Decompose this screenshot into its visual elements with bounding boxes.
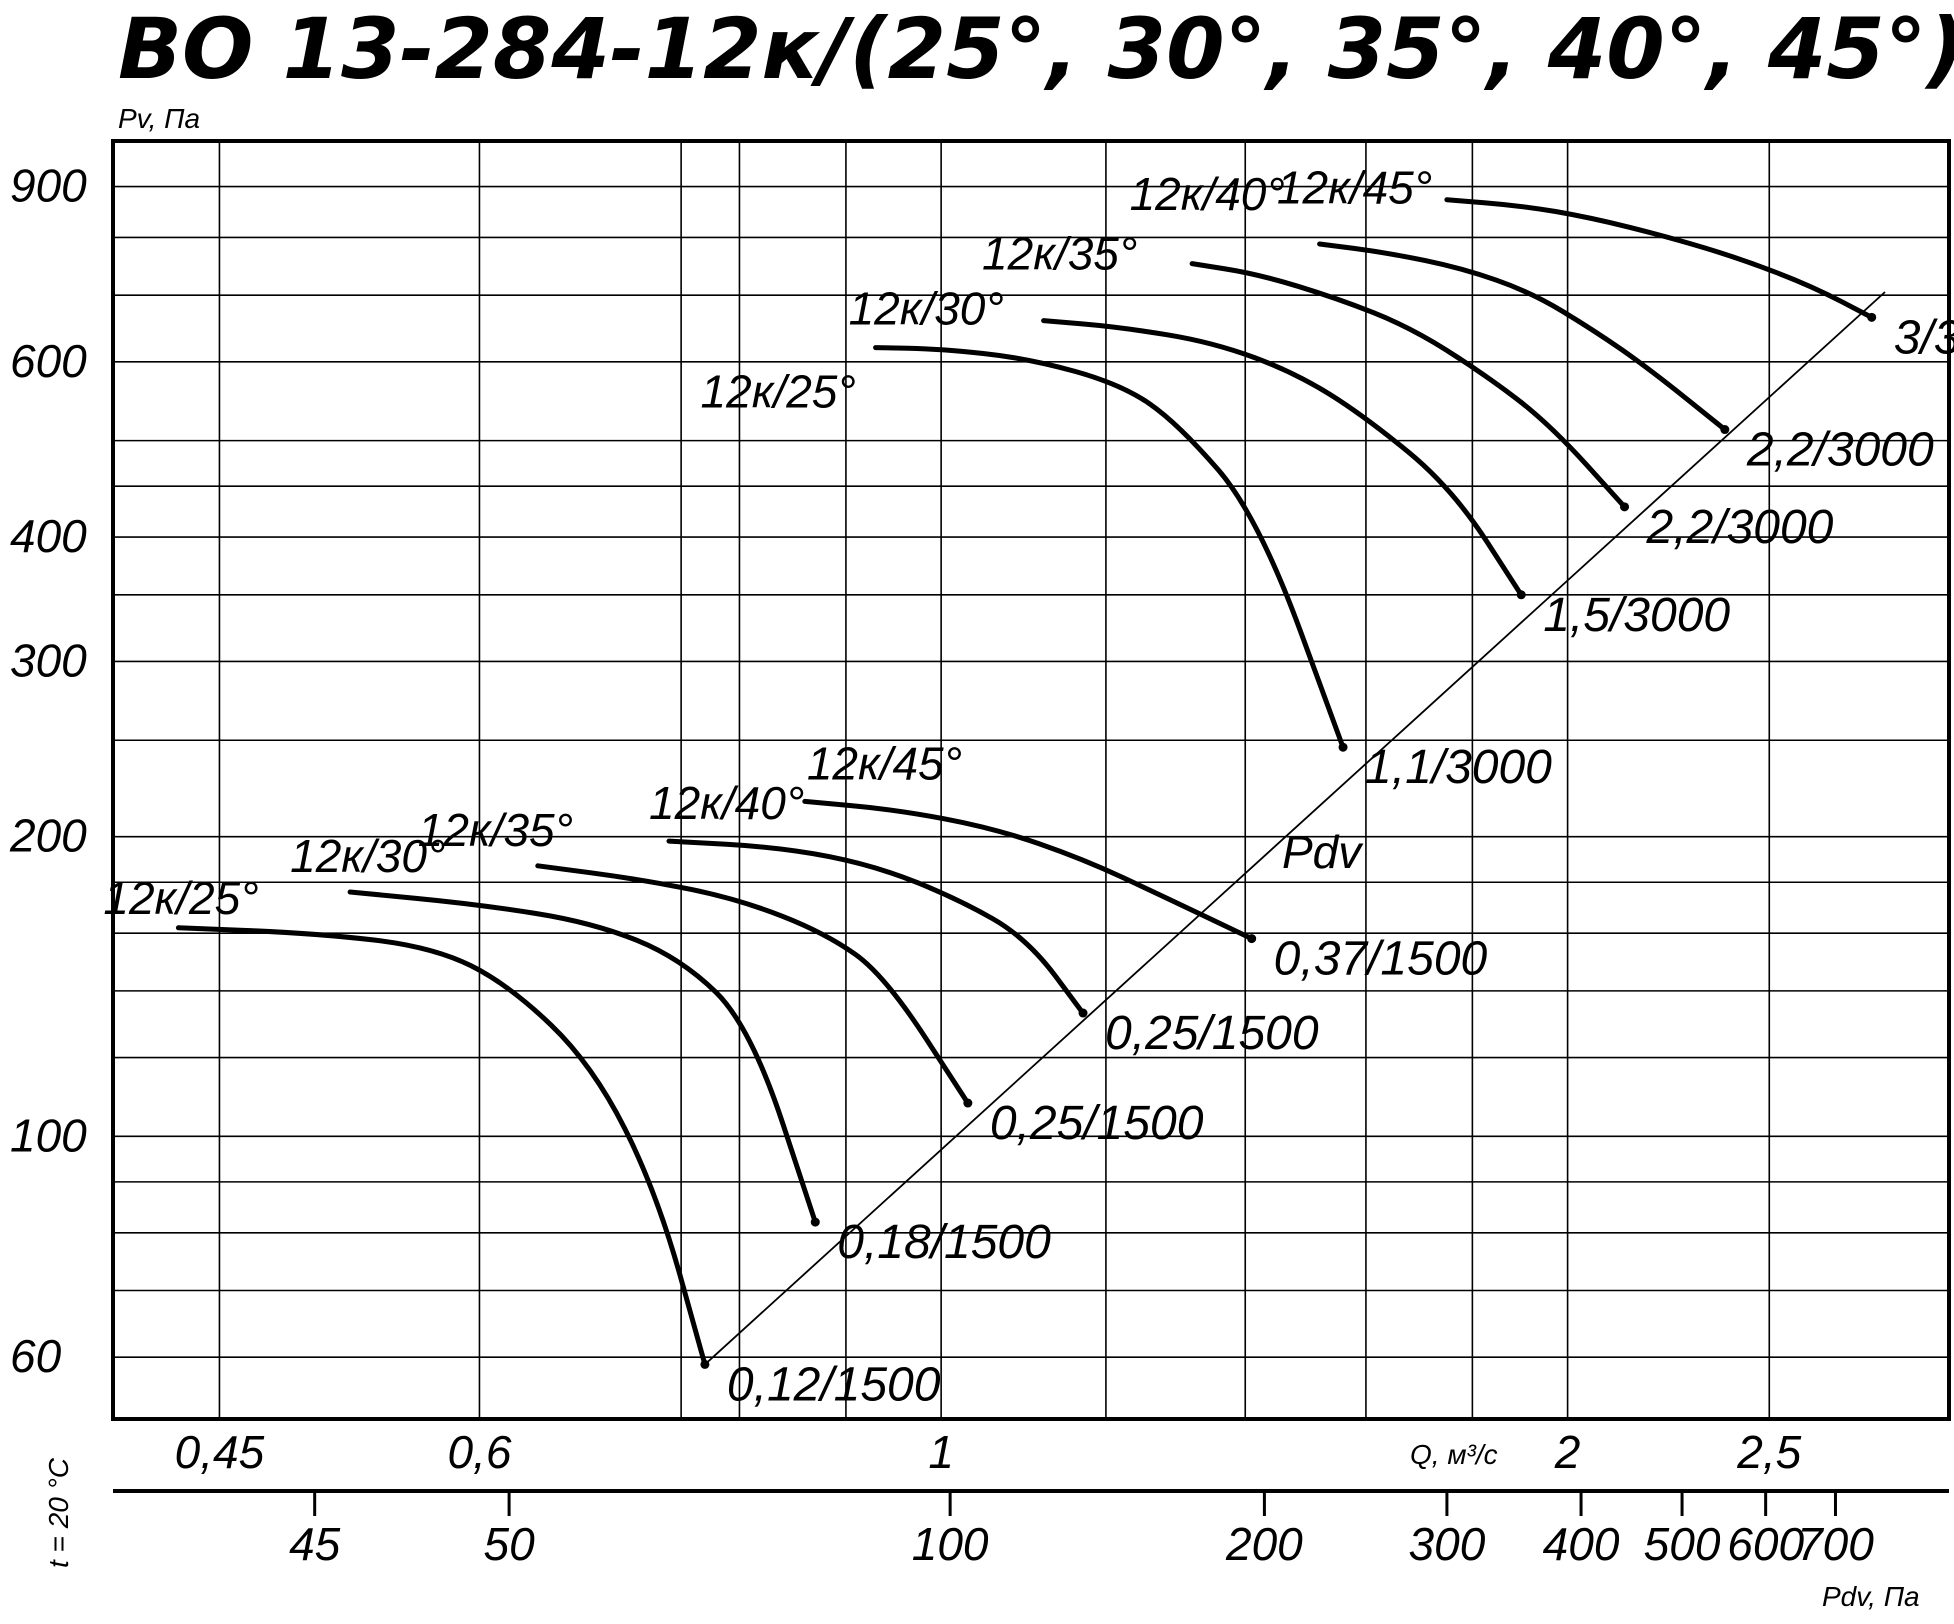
curve-name-label: 12к/35° bbox=[982, 228, 1137, 280]
curve-labels: 12к/25°12к/30°12к/35°12к/40°12к/45°12к/2… bbox=[103, 162, 1432, 924]
curve-name-label: 12к/25° bbox=[701, 366, 856, 418]
curve-name-label: 12к/25° bbox=[103, 872, 258, 924]
curve-name-label: 12к/30° bbox=[849, 283, 1004, 335]
curve-line bbox=[347, 889, 818, 1225]
pdv-line bbox=[704, 291, 1886, 1366]
curve-end-point bbox=[963, 1098, 973, 1108]
curve-end-point bbox=[1620, 502, 1630, 512]
pdv-tick-label: 400 bbox=[1543, 1518, 1620, 1570]
y-tick-label: 900 bbox=[10, 160, 87, 212]
motor-label: 3/3000 bbox=[1894, 311, 1954, 364]
motor-label: 0,12/1500 bbox=[727, 1358, 941, 1411]
x-tick-label: 0,6 bbox=[447, 1426, 511, 1478]
motor-label: 0,25/1500 bbox=[990, 1097, 1204, 1150]
curve-end-point bbox=[1247, 934, 1257, 944]
pdv-tick-label: 45 bbox=[289, 1518, 341, 1570]
curve-name-label: 12к/30° bbox=[290, 830, 445, 882]
curve-end-point bbox=[700, 1359, 710, 1369]
pdv-tick-label: 100 bbox=[912, 1518, 989, 1570]
pdv-diagonal-line bbox=[704, 291, 1886, 1366]
curve-name-label: 12к/40° bbox=[649, 777, 804, 829]
pdv-tick-label: 50 bbox=[484, 1518, 536, 1570]
curve-line bbox=[535, 863, 971, 1106]
motor-label: 2,2/3000 bbox=[1646, 501, 1834, 554]
motor-label: 0,18/1500 bbox=[837, 1216, 1051, 1269]
chart-title: ВО 13-284-12к/(25°, 30°, 35°, 40°, 45°)-… bbox=[118, 0, 1954, 98]
x-tick-label: 2 bbox=[1554, 1426, 1581, 1478]
curve-end-point bbox=[1516, 590, 1526, 600]
motor-label: 2,2/3000 bbox=[1746, 424, 1934, 477]
x-tick-labels: 0,45 0,6 1 2 2,5 bbox=[175, 1426, 1802, 1478]
curve-line bbox=[175, 925, 708, 1367]
curve-end-point bbox=[810, 1217, 820, 1227]
curve-name-label: 12к/35° bbox=[418, 804, 573, 856]
curve-line bbox=[1317, 241, 1728, 432]
pdv-tick-label: 500 bbox=[1644, 1518, 1721, 1570]
y-axis-label: Pv, Па bbox=[118, 103, 200, 134]
x-tick-label: 2,5 bbox=[1736, 1426, 1801, 1478]
x-tick-label: 1 bbox=[928, 1426, 954, 1478]
curve-end-point bbox=[1078, 1008, 1088, 1018]
pdv-tick-label: 700 bbox=[1797, 1518, 1874, 1570]
curve-line bbox=[1041, 318, 1524, 598]
x-tick-label: 0,45 bbox=[175, 1426, 265, 1478]
curve-name-label: 12к/45° bbox=[807, 737, 962, 789]
y-tick-labels: 60 100 200 300 400 600 900 bbox=[9, 160, 87, 1383]
y-tick-label: 200 bbox=[9, 810, 87, 862]
curve-line bbox=[1444, 197, 1875, 320]
temperature-label: t = 20 °C bbox=[43, 1457, 74, 1568]
motor-label: 1,1/3000 bbox=[1365, 741, 1552, 794]
pdv-tick-label: 300 bbox=[1409, 1518, 1486, 1570]
grid bbox=[113, 141, 1949, 1419]
curve-line bbox=[873, 345, 1346, 750]
curve-line bbox=[666, 838, 1086, 1016]
motor-label: 1,5/3000 bbox=[1543, 589, 1730, 642]
curve-line bbox=[1189, 261, 1627, 510]
curve-end-point bbox=[1338, 742, 1348, 752]
y-tick-label: 100 bbox=[10, 1109, 87, 1161]
curve-end-point bbox=[1720, 425, 1730, 435]
motor-labels: 0,12/1500 0,18/1500 0,25/1500 0,25/1500 0,37… bbox=[727, 311, 1954, 1411]
y-tick-label: 400 bbox=[10, 510, 87, 562]
curves bbox=[175, 197, 1877, 1369]
pdv-tick-label: 600 bbox=[1727, 1518, 1804, 1570]
y-tick-label: 60 bbox=[10, 1330, 62, 1382]
pdv-axis-label: Pdv, Па bbox=[1822, 1581, 1920, 1612]
x-axis-label: Q, м³/с bbox=[1410, 1439, 1498, 1470]
curve-name-label: 12к/45° bbox=[1277, 162, 1432, 214]
pdv-tick-label: 200 bbox=[1225, 1518, 1303, 1570]
pdv-curve-label: Pdv bbox=[1282, 826, 1364, 878]
y-tick-label: 300 bbox=[10, 634, 87, 686]
y-tick-label: 600 bbox=[10, 335, 87, 387]
motor-label: 0,37/1500 bbox=[1274, 933, 1488, 986]
plot-frame bbox=[111, 139, 1951, 1421]
curve-end-point bbox=[1867, 312, 1877, 322]
curve-name-label: 12к/40° bbox=[1130, 168, 1285, 220]
curve-line bbox=[802, 798, 1255, 942]
motor-label: 0,25/1500 bbox=[1105, 1007, 1319, 1060]
